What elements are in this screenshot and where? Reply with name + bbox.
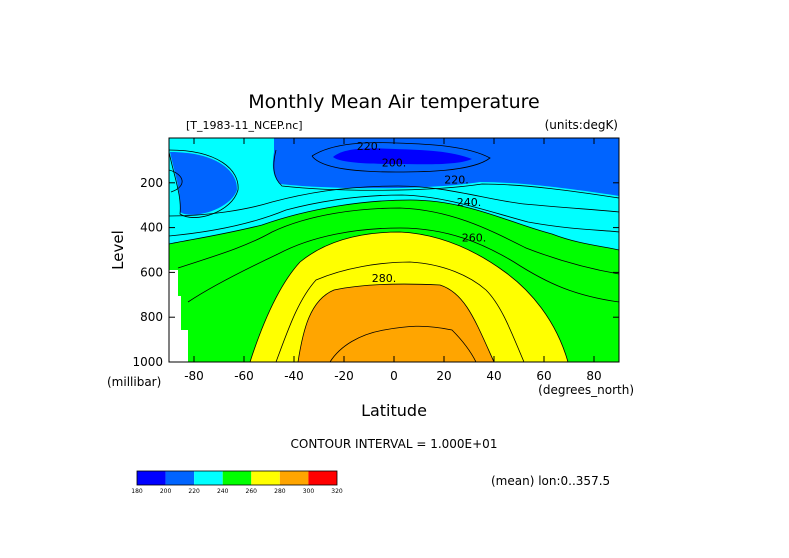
x-tick-label: 0 xyxy=(390,369,398,383)
contour-label: 280. xyxy=(372,272,397,285)
colorbar-tick-label: 240 xyxy=(217,488,229,495)
colorbar-tick-label: 220 xyxy=(188,488,200,495)
contour-label: 240. xyxy=(457,196,482,209)
y-axis-units: (millibar) xyxy=(107,375,161,389)
colorbar-tick-label: 300 xyxy=(303,488,315,495)
contour-interval-text: CONTOUR INTERVAL = 1.000E+01 xyxy=(291,437,498,451)
contour-line xyxy=(187,227,619,303)
contour-line xyxy=(311,142,491,173)
contour-label: 220. xyxy=(444,173,469,186)
contour-line xyxy=(329,325,477,362)
colorbar-swatch xyxy=(165,471,195,485)
x-tick-label: 20 xyxy=(436,369,451,383)
contour-line xyxy=(275,261,525,362)
contour-line xyxy=(169,199,619,251)
contour-line xyxy=(169,194,619,237)
x-tick-label: 40 xyxy=(486,369,501,383)
colorbar-swatch xyxy=(137,471,166,485)
x-tick-label: -60 xyxy=(234,369,254,383)
colorbar-swatch xyxy=(222,471,252,485)
y-tick-label: 1000 xyxy=(132,355,163,369)
colorbar: 180 200 220 240 260 280 300 320 xyxy=(131,470,343,495)
band-180-200 xyxy=(333,148,472,165)
y-tick-label: 400 xyxy=(140,221,163,235)
x-tick-label: 60 xyxy=(536,369,551,383)
x-tick-label: 80 xyxy=(586,369,601,383)
colorbar-tick-label: 280 xyxy=(274,488,286,495)
missing-data-region xyxy=(169,270,188,362)
units-label: (units:degK) xyxy=(545,118,618,132)
colorbar-tick-label: 180 xyxy=(131,488,143,495)
x-tick-label: -40 xyxy=(284,369,304,383)
contour-label: 260. xyxy=(462,232,487,245)
contour-line xyxy=(169,149,239,218)
colorbar-tick-label: 260 xyxy=(246,488,258,495)
x-tick-label: -80 xyxy=(184,369,204,383)
chart-title: Monthly Mean Air temperature xyxy=(248,91,539,113)
y-axis-label: Level xyxy=(109,230,127,270)
contour-line xyxy=(297,283,495,362)
contour-line xyxy=(249,231,569,362)
colorbar-tick-label: 200 xyxy=(160,488,172,495)
contour-line xyxy=(273,149,619,199)
contour-labels: 220.200.220.240.260.280. xyxy=(357,140,487,285)
x-axis-units: (degrees_north) xyxy=(538,383,634,397)
y-tick-label: 200 xyxy=(140,176,163,190)
colorbar-swatch xyxy=(279,471,309,485)
mean-longitude-text: (mean) lon:0..357.5 xyxy=(491,474,610,488)
contour-label: 220. xyxy=(357,140,382,153)
axes: -80 -60 -40 -20 0 20 40 60 80 200 400 600 800 1000 xyxy=(132,137,620,383)
band-200-220 xyxy=(170,152,238,215)
contour-line xyxy=(169,169,183,193)
contour-line xyxy=(169,185,619,217)
file-label: [T_1983-11_NCEP.nc] xyxy=(186,119,303,132)
y-tick-label: 800 xyxy=(140,310,163,324)
band-280-300 xyxy=(298,284,494,362)
colorbar-frame xyxy=(136,470,338,486)
plot-area xyxy=(169,138,619,362)
colorbar-swatch xyxy=(194,471,223,485)
contour-line xyxy=(177,207,619,275)
y-tick-label: 600 xyxy=(140,265,163,279)
colorbar-swatch xyxy=(308,471,337,485)
x-axis-label: Latitude xyxy=(361,401,427,420)
colorbar-swatch xyxy=(251,471,280,485)
temperature-field xyxy=(169,138,619,362)
colorbar-tick-label: 320 xyxy=(331,488,343,495)
contour-label: 200. xyxy=(382,157,407,170)
x-tick-label: -20 xyxy=(334,369,354,383)
